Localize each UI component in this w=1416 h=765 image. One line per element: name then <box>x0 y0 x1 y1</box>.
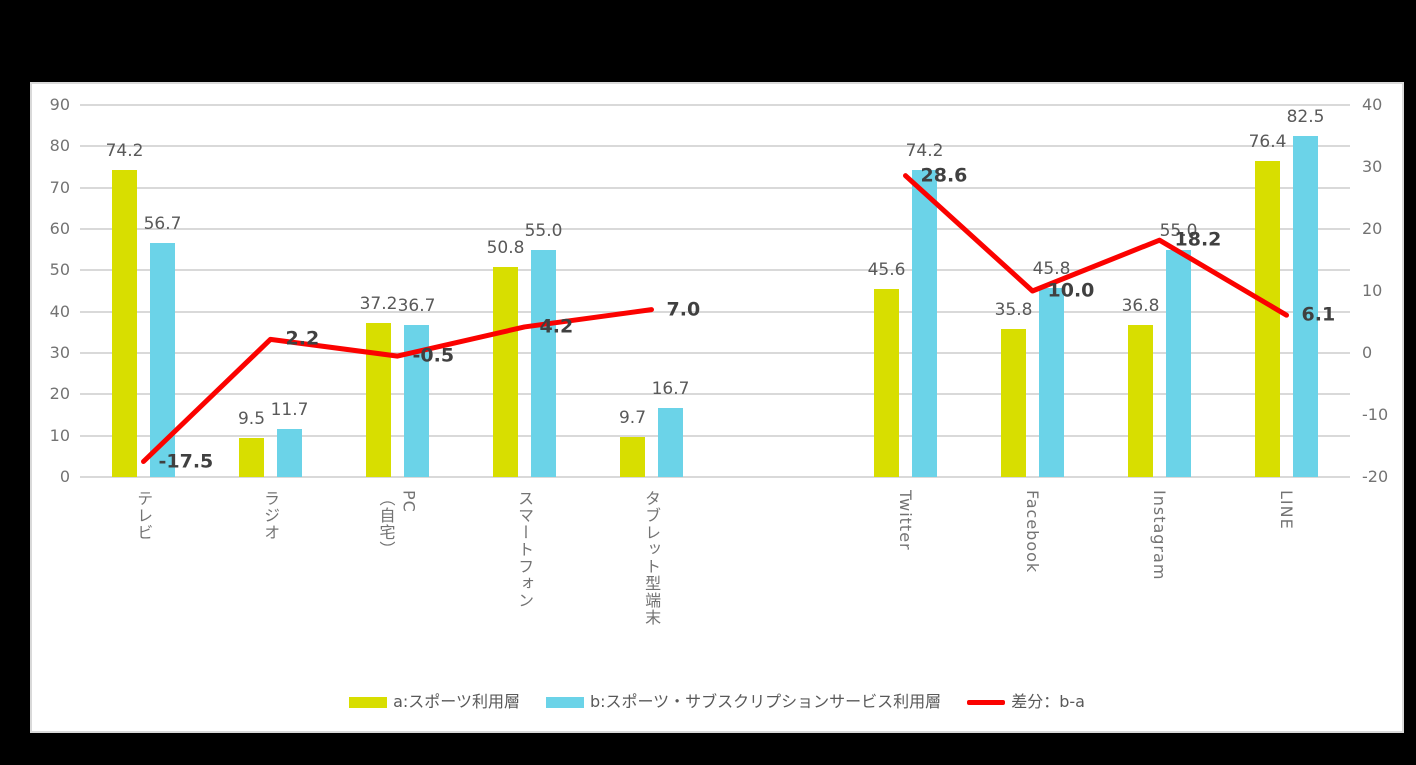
left-axis-tick-label: 30 <box>49 343 70 362</box>
right-axis-tick-label: 0 <box>1362 343 1373 362</box>
category-label: テレビ <box>134 490 154 541</box>
bar-value-label: 35.8 <box>994 300 1033 321</box>
bar-b <box>1166 249 1191 477</box>
bar-value-label: 11.7 <box>270 399 309 420</box>
chart-panel: a:スポーツ利用層 b:スポーツ・サブスクリプションサービス利用層 差分：b-a 0… <box>30 82 1404 733</box>
gridline <box>80 310 1350 313</box>
difference-line <box>903 173 1289 318</box>
difference-line <box>141 307 654 464</box>
bar-b <box>658 407 683 477</box>
bar-value-label: 45.6 <box>867 259 906 280</box>
left-axis-tick-label: 20 <box>49 384 70 404</box>
category-label: タブレット型端末 <box>642 490 662 626</box>
right-axis-tick-label: -20 <box>1362 467 1389 486</box>
bar-a <box>874 288 899 477</box>
bar-a <box>366 323 391 477</box>
category-label: Facebook <box>1023 490 1043 574</box>
left-axis-tick-label: 10 <box>49 425 70 445</box>
bar-value-label: 55.0 <box>524 220 563 241</box>
right-axis-tick-label: 10 <box>1362 281 1383 300</box>
bar-b <box>277 428 302 477</box>
legend-bar-swatch <box>349 696 388 708</box>
bar-value-label: 50.8 <box>486 238 525 259</box>
bar-value-label: 56.7 <box>143 213 182 234</box>
right-axis-tick-label: 30 <box>1362 157 1383 176</box>
gridline <box>80 228 1350 230</box>
category-label: Instagram <box>1150 490 1170 581</box>
legend-line-swatch <box>967 699 1006 705</box>
left-axis-tick-label: 0 <box>59 467 70 486</box>
category-label: ラジオ <box>261 490 281 541</box>
bar-value-label: 36.7 <box>397 296 436 317</box>
legend-label: a:スポーツ利用層 <box>393 692 520 711</box>
category-label: スマートフォン <box>515 490 535 609</box>
bar-value-label: 76.4 <box>1248 132 1287 153</box>
line-value-label: 18.2 <box>1174 228 1222 251</box>
gridline <box>80 145 1350 148</box>
gridline <box>80 393 1350 396</box>
chart-legend: a:スポーツ利用層 b:スポーツ・サブスクリプションサービス利用層 差分：b-a <box>32 690 1402 714</box>
bar-value-label: 45.8 <box>1032 258 1071 279</box>
left-axis-tick-label: 60 <box>49 219 70 238</box>
line-value-label: 6.1 <box>1301 303 1336 326</box>
bar-value-label: 74.2 <box>105 141 144 162</box>
line-value-label: 7.0 <box>666 298 701 321</box>
bar-b <box>531 249 556 477</box>
line-value-label: 4.2 <box>539 315 574 338</box>
left-axis-tick-label: 90 <box>49 95 70 114</box>
category-label: PC （自宅） <box>376 490 419 558</box>
line-value-label: -0.5 <box>412 344 455 367</box>
bar-b <box>1293 136 1318 477</box>
gridline <box>80 269 1350 272</box>
gridline <box>80 104 1350 106</box>
bar-a <box>112 170 137 477</box>
gridline <box>80 352 1350 354</box>
category-label: LINE <box>1277 490 1297 530</box>
right-axis-tick-label: 20 <box>1362 219 1383 238</box>
bar-b <box>912 170 937 477</box>
right-axis-tick-label: 40 <box>1362 95 1383 114</box>
left-axis-tick-label: 80 <box>49 136 70 156</box>
legend-label: b:スポーツ・サブスクリプションサービス利用層 <box>589 692 942 711</box>
bar-b <box>150 242 175 477</box>
bar-value-label: 82.5 <box>1286 107 1325 127</box>
line-value-label: 10.0 <box>1047 279 1095 302</box>
left-axis-tick-label: 70 <box>49 177 70 197</box>
bar-a <box>493 267 518 477</box>
gridline <box>80 476 1350 478</box>
line-value-label: -17.5 <box>158 450 214 472</box>
bar-value-label: 36.8 <box>1121 295 1160 316</box>
gridline <box>80 186 1350 189</box>
category-label: Twitter <box>896 490 916 551</box>
bar-a <box>239 437 264 477</box>
legend-bar-swatch <box>545 696 584 708</box>
bar-a <box>1255 161 1280 477</box>
gridline <box>80 434 1350 437</box>
difference-line-layer <box>141 173 1289 464</box>
bar-value-label: 74.2 <box>905 141 944 162</box>
bar-value-label: 9.7 <box>618 407 647 428</box>
bar-value-label: 37.2 <box>359 294 398 315</box>
bar-a <box>1001 329 1026 477</box>
bar-a <box>1128 324 1153 477</box>
line-value-label: 28.6 <box>920 164 968 187</box>
left-axis-tick-label: 50 <box>49 260 70 280</box>
bar-a <box>620 436 645 477</box>
left-axis-tick-label: 40 <box>49 301 70 321</box>
right-axis-tick-label: -10 <box>1362 405 1389 424</box>
line-value-label: 2.2 <box>285 327 320 350</box>
legend-item: 差分：b-a <box>967 694 1085 710</box>
bar-value-label: 9.5 <box>237 408 266 429</box>
legend-label: 差分：b-a <box>1011 692 1085 711</box>
bar-b <box>1039 287 1064 477</box>
legend-item: a:スポーツ利用層 <box>349 694 520 710</box>
bar-value-label: 16.7 <box>651 378 690 399</box>
legend-item: b:スポーツ・サブスクリプションサービス利用層 <box>545 692 942 711</box>
